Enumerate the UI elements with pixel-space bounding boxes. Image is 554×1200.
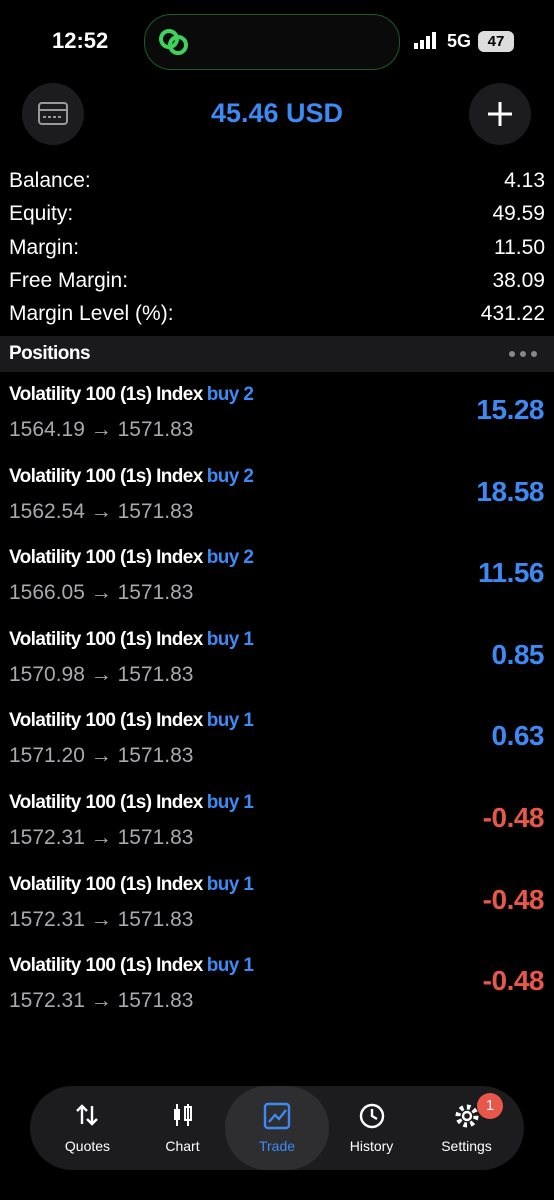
position-profit: 11.56	[477, 557, 545, 589]
position-row[interactable]: Volatility 100 (1s) Index buy 1 1570.98 → …	[0, 627, 554, 709]
position-side: buy 1	[206, 955, 254, 977]
new-order-button[interactable]	[469, 83, 531, 145]
account-row: Equity: 49.59	[9, 202, 545, 235]
tab-icon	[455, 1104, 478, 1128]
signal-icon	[414, 32, 436, 49]
deposit-button[interactable]	[22, 83, 84, 145]
position-side: buy 2	[206, 547, 254, 569]
position-row[interactable]: Volatility 100 (1s) Index buy 1 1572.31 → …	[0, 790, 554, 872]
position-side: buy 1	[206, 792, 254, 813]
position-symbol: Volatility 100 (1s) Index buy 1	[9, 955, 254, 977]
tab-icon	[173, 1104, 192, 1126]
position-side: buy 1	[206, 628, 254, 650]
section-title: Positions	[9, 343, 91, 364]
account-row: Margin: 11.50	[9, 236, 545, 269]
account-row: Margin Level (%): 431.22	[9, 302, 545, 335]
positions-bar: Positions	[0, 336, 554, 372]
position-row[interactable]: Volatility 100 (1s) Index buy 1 1571.20 → …	[0, 708, 554, 790]
position-side: buy 1	[206, 710, 254, 732]
position-profit: 15.28	[476, 394, 544, 425]
tab-item[interactable]: Quotes	[40, 1086, 135, 1170]
position-prices: 1572.31 → 1571.83	[9, 907, 194, 931]
position-side: buy 2	[206, 465, 254, 487]
position-row[interactable]: Volatility 100 (1s) Index buy 2 1566.05 → …	[0, 545, 554, 627]
header-title: 45.46 USD	[210, 98, 344, 128]
account-value: 11.50	[494, 235, 545, 259]
position-profit: 0.63	[491, 720, 545, 752]
notification-badge: 1	[477, 1093, 503, 1119]
account-value: 4.13	[504, 169, 545, 192]
position-row[interactable]: Volatility 100 (1s) Index buy 2 1562.54 → …	[0, 464, 554, 546]
position-prices: 1564.19 → 1571.83	[9, 418, 194, 441]
position-symbol: Volatility 100 (1s) Index buy 2	[9, 384, 254, 405]
position-symbol: Volatility 100 (1s) Index buy 1	[9, 710, 254, 732]
tab-label: Quotes	[64, 1138, 111, 1154]
account-value: 431.22	[480, 302, 545, 326]
tab-item[interactable]: History	[324, 1086, 419, 1170]
tab-item[interactable]: Trade	[225, 1086, 329, 1170]
account-label: Free Margin:	[9, 268, 129, 292]
plus-icon	[488, 102, 512, 126]
tab-label: Settings	[441, 1138, 492, 1154]
position-symbol: Volatility 100 (1s) Index buy 1	[9, 873, 254, 895]
position-prices: 1570.98 → 1571.83	[9, 662, 194, 686]
position-prices: 1571.20 → 1571.83	[9, 744, 194, 768]
account-label: Margin Level (%):	[9, 302, 174, 326]
account-row: Balance: 4.13	[9, 169, 545, 202]
account-label: Equity:	[9, 202, 74, 226]
tab-item[interactable]: Chart	[135, 1086, 230, 1170]
position-symbol: Volatility 100 (1s) Index buy 2	[9, 547, 254, 569]
position-prices: 1572.31 → 1571.83	[9, 826, 194, 849]
tab-item[interactable]: Settings	[419, 1086, 514, 1170]
account-label: Balance:	[9, 169, 91, 192]
position-profit: 18.58	[476, 475, 544, 507]
position-profit: -0.48	[482, 802, 545, 833]
position-prices: 1572.31 → 1571.83	[9, 989, 194, 1013]
account-label: Margin:	[9, 235, 80, 259]
position-symbol: Volatility 100 (1s) Index buy 1	[9, 792, 254, 813]
battery: 47	[478, 31, 514, 52]
position-profit: -0.48	[482, 965, 545, 997]
account-value: 49.59	[492, 202, 545, 226]
tab-label: History	[349, 1138, 394, 1154]
card-icon	[38, 102, 68, 125]
account-row: Free Margin: 38.09	[9, 269, 545, 302]
position-row[interactable]: Volatility 100 (1s) Index buy 1 1572.31 → …	[0, 953, 554, 1035]
position-symbol: Volatility 100 (1s) Index buy 1	[9, 628, 254, 650]
more-icon[interactable]	[508, 350, 538, 358]
position-prices: 1566.05 → 1571.83	[9, 581, 194, 605]
position-profit: 0.85	[491, 638, 545, 670]
tab-label: Chart	[165, 1138, 200, 1154]
position-row[interactable]: Volatility 100 (1s) Index buy 1 1572.31 → …	[0, 872, 554, 954]
position-side: buy 2	[206, 384, 254, 405]
clock: 12:52	[52, 28, 109, 53]
position-symbol: Volatility 100 (1s) Index buy 2	[9, 465, 254, 487]
position-row[interactable]: Volatility 100 (1s) Index buy 2 1564.19 → …	[0, 382, 554, 464]
tab-icon	[263, 1102, 291, 1130]
link-icon	[159, 29, 188, 55]
position-prices: 1562.54 → 1571.83	[9, 499, 194, 523]
network: 5G	[447, 31, 472, 51]
tab-icon	[359, 1103, 384, 1129]
dynamic-island	[144, 14, 400, 70]
tab-label: Trade	[258, 1138, 296, 1154]
tab-icon	[75, 1104, 98, 1126]
account-value: 38.09	[492, 268, 545, 292]
position-side: buy 1	[206, 873, 254, 895]
position-profit: -0.48	[482, 883, 545, 915]
